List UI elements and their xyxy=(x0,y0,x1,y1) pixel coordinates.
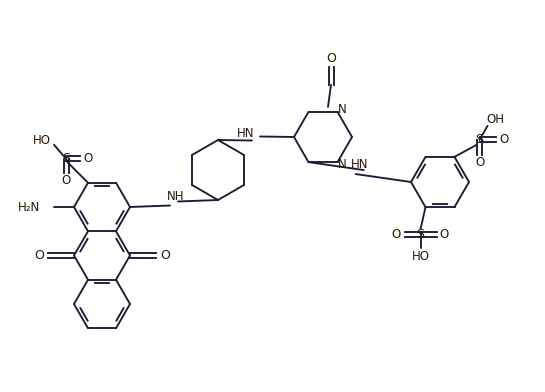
Text: OH: OH xyxy=(487,113,505,126)
Text: O: O xyxy=(160,249,170,262)
Text: N: N xyxy=(338,103,347,116)
Text: O: O xyxy=(440,228,449,241)
Text: O: O xyxy=(34,249,44,262)
Text: O: O xyxy=(326,53,336,65)
Text: S: S xyxy=(62,152,70,165)
Text: S: S xyxy=(416,228,425,241)
Text: HO: HO xyxy=(33,134,51,147)
Text: O: O xyxy=(475,156,484,169)
Text: O: O xyxy=(392,228,401,241)
Text: HN: HN xyxy=(237,127,255,140)
Text: S: S xyxy=(475,133,483,146)
Text: O: O xyxy=(499,133,508,146)
Text: N: N xyxy=(338,158,347,171)
Text: HO: HO xyxy=(411,250,429,263)
Text: NH: NH xyxy=(167,190,185,203)
Text: H₂N: H₂N xyxy=(18,200,40,214)
Text: HN: HN xyxy=(351,158,368,171)
Text: O: O xyxy=(83,152,93,165)
Text: O: O xyxy=(62,174,71,187)
